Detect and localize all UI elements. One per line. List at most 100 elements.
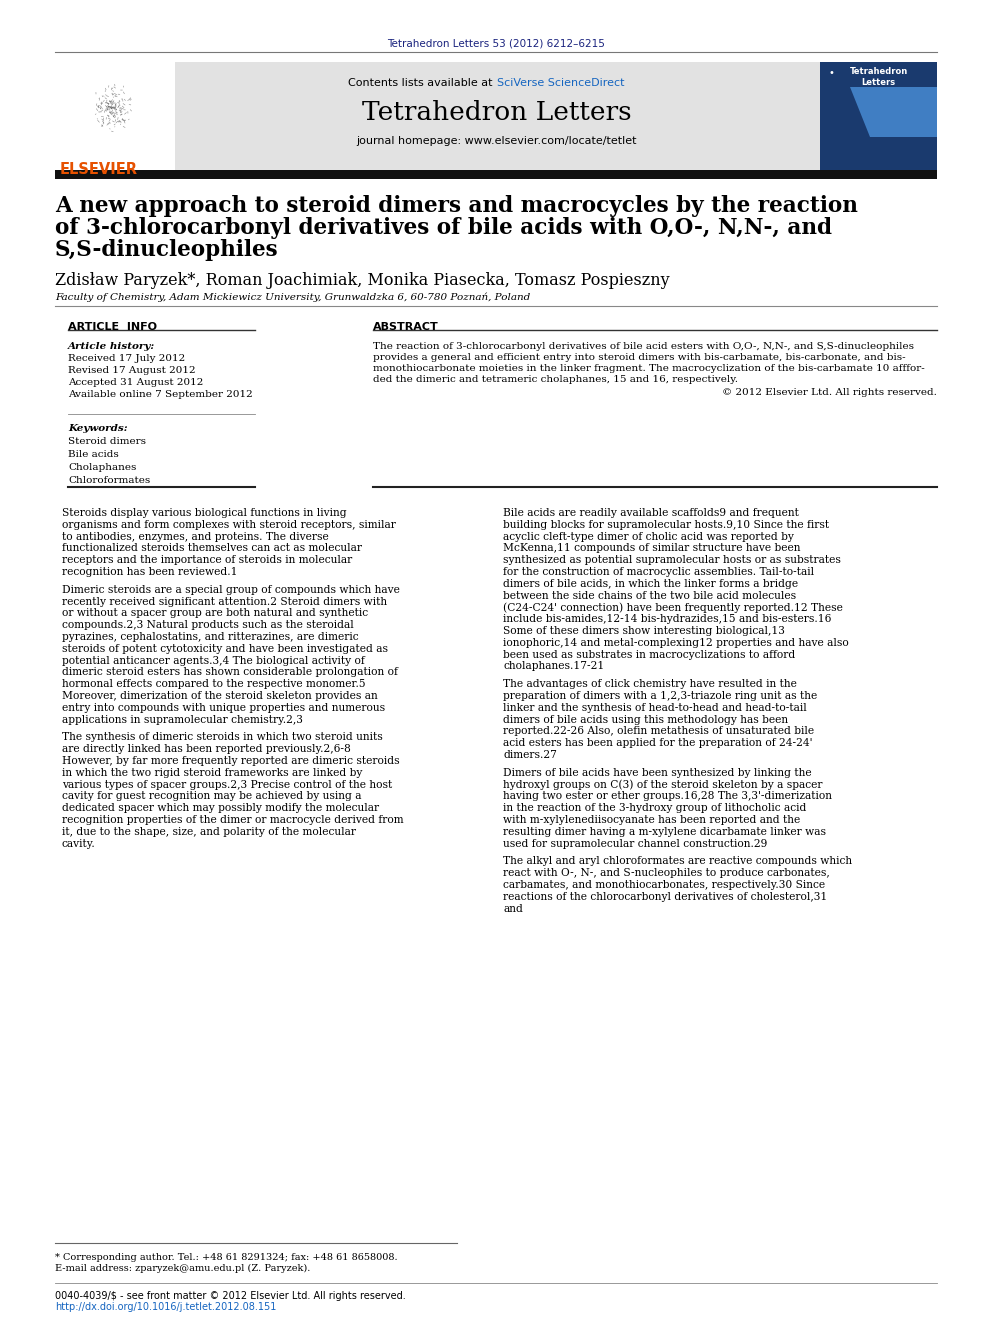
Text: cavity.: cavity. <box>62 839 96 848</box>
Text: Zdisław Paryzek*, Roman Joachimiak, Monika Piasecka, Tomasz Pospieszny: Zdisław Paryzek*, Roman Joachimiak, Moni… <box>55 273 670 288</box>
Text: http://dx.doi.org/10.1016/j.tetlet.2012.08.151: http://dx.doi.org/10.1016/j.tetlet.2012.… <box>55 1302 277 1312</box>
Text: and: and <box>503 904 523 914</box>
Text: steroids of potent cytotoxicity and have been investigated as: steroids of potent cytotoxicity and have… <box>62 644 388 654</box>
Text: cholaphanes.17-21: cholaphanes.17-21 <box>503 662 604 671</box>
Text: Cholaphanes: Cholaphanes <box>68 463 136 472</box>
Text: used for supramolecular channel construction.29: used for supramolecular channel construc… <box>503 839 768 848</box>
Text: Received 17 July 2012: Received 17 July 2012 <box>68 355 186 363</box>
Text: in which the two rigid steroid frameworks are linked by: in which the two rigid steroid framework… <box>62 767 362 778</box>
Text: monothiocarbonate moieties in the linker fragment. The macrocyclization of the b: monothiocarbonate moieties in the linker… <box>373 364 925 373</box>
Text: hormonal effects compared to the respective monomer.5: hormonal effects compared to the respect… <box>62 679 366 689</box>
Text: ionophoric,14 and metal-complexing12 properties and have also: ionophoric,14 and metal-complexing12 pro… <box>503 638 849 648</box>
Text: dimers of bile acids using this methodology has been: dimers of bile acids using this methodol… <box>503 714 788 725</box>
Text: to antibodies, enzymes, and proteins. The diverse: to antibodies, enzymes, and proteins. Th… <box>62 532 328 541</box>
Text: pyrazines, cephalostatins, and ritterazines, are dimeric: pyrazines, cephalostatins, and ritterazi… <box>62 632 359 642</box>
Text: preparation of dimers with a 1,2,3-triazole ring unit as the: preparation of dimers with a 1,2,3-triaz… <box>503 691 817 701</box>
Text: synthesized as potential supramolecular hosts or as substrates: synthesized as potential supramolecular … <box>503 556 841 565</box>
Text: in the reaction of the 3-hydroxy group of lithocholic acid: in the reaction of the 3-hydroxy group o… <box>503 803 806 814</box>
Text: The alkyl and aryl chloroformates are reactive compounds which: The alkyl and aryl chloroformates are re… <box>503 856 852 867</box>
Text: dimeric steroid esters has shown considerable prolongation of: dimeric steroid esters has shown conside… <box>62 667 398 677</box>
Polygon shape <box>850 87 937 138</box>
Text: recently received significant attention.2 Steroid dimers with: recently received significant attention.… <box>62 597 387 607</box>
Text: having two ester or ether groups.16,28 The 3,3'-dimerization: having two ester or ether groups.16,28 T… <box>503 791 832 802</box>
Text: Dimers of bile acids have been synthesized by linking the: Dimers of bile acids have been synthesiz… <box>503 767 811 778</box>
Text: entry into compounds with unique properties and numerous: entry into compounds with unique propert… <box>62 703 385 713</box>
Text: However, by far more frequently reported are dimeric steroids: However, by far more frequently reported… <box>62 755 400 766</box>
Text: resulting dimer having a m-xylylene dicarbamate linker was: resulting dimer having a m-xylylene dica… <box>503 827 826 837</box>
Text: react with O-, N-, and S-nucleophiles to produce carbonates,: react with O-, N-, and S-nucleophiles to… <box>503 868 829 878</box>
Text: various types of spacer groups.2,3 Precise control of the host: various types of spacer groups.2,3 Preci… <box>62 779 392 790</box>
Text: Bile acids: Bile acids <box>68 450 119 459</box>
Text: S,S-dinucleophiles: S,S-dinucleophiles <box>55 239 279 261</box>
Text: The synthesis of dimeric steroids in which two steroid units: The synthesis of dimeric steroids in whi… <box>62 733 383 742</box>
Text: are directly linked has been reported previously.2,6-8: are directly linked has been reported pr… <box>62 745 351 754</box>
Text: reported.22-26 Also, olefin metathesis of unsaturated bile: reported.22-26 Also, olefin metathesis o… <box>503 726 814 737</box>
Text: E-mail address: zparyzek@amu.edu.pl (Z. Paryzek).: E-mail address: zparyzek@amu.edu.pl (Z. … <box>55 1263 310 1273</box>
Text: ded the dimeric and tetrameric cholaphanes, 15 and 16, respectively.: ded the dimeric and tetrameric cholaphan… <box>373 374 738 384</box>
Text: Bile acids are readily available scaffolds9 and frequent: Bile acids are readily available scaffol… <box>503 508 799 519</box>
Text: hydroxyl groups on C(3) of the steroid skeleton by a spacer: hydroxyl groups on C(3) of the steroid s… <box>503 779 822 790</box>
Text: carbamates, and monothiocarbonates, respectively.30 Since: carbamates, and monothiocarbonates, resp… <box>503 880 825 890</box>
Text: with m-xylylenediisocyanate has been reported and the: with m-xylylenediisocyanate has been rep… <box>503 815 801 826</box>
Text: cavity for guest recognition may be achieved by using a: cavity for guest recognition may be achi… <box>62 791 361 802</box>
Text: provides a general and efficient entry into steroid dimers with bis-carbamate, b: provides a general and efficient entry i… <box>373 353 906 363</box>
Text: functionalized steroids themselves can act as molecular: functionalized steroids themselves can a… <box>62 544 362 553</box>
Text: Accepted 31 August 2012: Accepted 31 August 2012 <box>68 378 203 388</box>
Text: Moreover, dimerization of the steroid skeleton provides an: Moreover, dimerization of the steroid sk… <box>62 691 378 701</box>
Text: compounds.2,3 Natural products such as the steroidal: compounds.2,3 Natural products such as t… <box>62 620 354 630</box>
Text: Revised 17 August 2012: Revised 17 August 2012 <box>68 366 195 374</box>
Text: acyclic cleft-type dimer of cholic acid was reported by: acyclic cleft-type dimer of cholic acid … <box>503 532 794 541</box>
Text: © 2012 Elsevier Ltd. All rights reserved.: © 2012 Elsevier Ltd. All rights reserved… <box>722 388 937 397</box>
Text: Some of these dimers show interesting biological,13: Some of these dimers show interesting bi… <box>503 626 785 636</box>
Text: Steroid dimers: Steroid dimers <box>68 437 146 446</box>
Text: (C24-C24' connection) have been frequently reported.12 These: (C24-C24' connection) have been frequent… <box>503 602 843 613</box>
Text: Contents lists available at: Contents lists available at <box>348 78 496 89</box>
Text: dedicated spacer which may possibly modify the molecular: dedicated spacer which may possibly modi… <box>62 803 379 814</box>
Text: dimers of bile acids, in which the linker forms a bridge: dimers of bile acids, in which the linke… <box>503 578 799 589</box>
Text: McKenna,11 compounds of similar structure have been: McKenna,11 compounds of similar structur… <box>503 544 801 553</box>
Text: of 3-chlorocarbonyl derivatives of bile acids with O,O-, N,N-, and: of 3-chlorocarbonyl derivatives of bile … <box>55 217 832 239</box>
Text: it, due to the shape, size, and polarity of the molecular: it, due to the shape, size, and polarity… <box>62 827 356 837</box>
Text: been used as substrates in macrocyclizations to afford: been used as substrates in macrocyclizat… <box>503 650 796 660</box>
Text: dimers.27: dimers.27 <box>503 750 557 759</box>
Bar <box>175 62 820 169</box>
Bar <box>55 62 175 169</box>
Text: applications in supramolecular chemistry.2,3: applications in supramolecular chemistry… <box>62 714 303 725</box>
Text: * Corresponding author. Tel.: +48 61 8291324; fax: +48 61 8658008.: * Corresponding author. Tel.: +48 61 829… <box>55 1253 398 1262</box>
Text: journal homepage: www.elsevier.com/locate/tetlet: journal homepage: www.elsevier.com/locat… <box>357 136 637 146</box>
Text: •: • <box>828 67 834 78</box>
Text: linker and the synthesis of head-to-head and head-to-tail: linker and the synthesis of head-to-head… <box>503 703 806 713</box>
Text: reactions of the chlorocarbonyl derivatives of cholesterol,31: reactions of the chlorocarbonyl derivati… <box>503 892 827 902</box>
Text: between the side chains of the two bile acid molecules: between the side chains of the two bile … <box>503 590 797 601</box>
Text: The reaction of 3-chlorocarbonyl derivatives of bile acid esters with O,O-, N,N-: The reaction of 3-chlorocarbonyl derivat… <box>373 343 914 351</box>
Text: Tetrahedron Letters: Tetrahedron Letters <box>362 101 632 124</box>
Text: include bis-amides,12-14 bis-hydrazides,15 and bis-esters.16: include bis-amides,12-14 bis-hydrazides,… <box>503 614 831 624</box>
Text: ELSEVIER: ELSEVIER <box>60 161 138 177</box>
Text: organisms and form complexes with steroid receptors, similar: organisms and form complexes with steroi… <box>62 520 396 529</box>
Text: acid esters has been applied for the preparation of 24-24': acid esters has been applied for the pre… <box>503 738 812 749</box>
Bar <box>55 169 937 179</box>
Text: Article history:: Article history: <box>68 343 156 351</box>
Text: Faculty of Chemistry, Adam Mickiewicz University, Grunwaldzka 6, 60-780 Poznań, : Faculty of Chemistry, Adam Mickiewicz Un… <box>55 292 531 302</box>
Text: building blocks for supramolecular hosts.9,10 Since the first: building blocks for supramolecular hosts… <box>503 520 829 529</box>
Text: potential anticancer agents.3,4 The biological activity of: potential anticancer agents.3,4 The biol… <box>62 656 365 665</box>
Text: A new approach to steroid dimers and macrocycles by the reaction: A new approach to steroid dimers and mac… <box>55 194 858 217</box>
Text: ARTICLE  INFO: ARTICLE INFO <box>68 321 157 332</box>
Text: The advantages of click chemistry have resulted in the: The advantages of click chemistry have r… <box>503 679 797 689</box>
Text: Steroids display various biological functions in living: Steroids display various biological func… <box>62 508 346 519</box>
Bar <box>820 62 937 169</box>
Text: Tetrahedron Letters 53 (2012) 6212–6215: Tetrahedron Letters 53 (2012) 6212–6215 <box>387 38 605 48</box>
Text: recognition has been reviewed.1: recognition has been reviewed.1 <box>62 568 237 577</box>
Text: recognition properties of the dimer or macrocycle derived from: recognition properties of the dimer or m… <box>62 815 404 826</box>
Text: receptors and the importance of steroids in molecular: receptors and the importance of steroids… <box>62 556 352 565</box>
Text: Tetrahedron
Letters: Tetrahedron Letters <box>849 67 908 87</box>
Text: or without a spacer group are both natural and synthetic: or without a spacer group are both natur… <box>62 609 368 618</box>
Text: Chloroformates: Chloroformates <box>68 476 150 486</box>
Text: Dimeric steroids are a special group of compounds which have: Dimeric steroids are a special group of … <box>62 585 400 595</box>
Text: Keywords:: Keywords: <box>68 423 128 433</box>
Text: Available online 7 September 2012: Available online 7 September 2012 <box>68 390 253 400</box>
Text: 0040-4039/$ - see front matter © 2012 Elsevier Ltd. All rights reserved.: 0040-4039/$ - see front matter © 2012 El… <box>55 1291 406 1301</box>
Text: SciVerse ScienceDirect: SciVerse ScienceDirect <box>497 78 625 89</box>
Text: for the construction of macrocyclic assemblies. Tail-to-tail: for the construction of macrocyclic asse… <box>503 568 814 577</box>
Text: ABSTRACT: ABSTRACT <box>373 321 438 332</box>
